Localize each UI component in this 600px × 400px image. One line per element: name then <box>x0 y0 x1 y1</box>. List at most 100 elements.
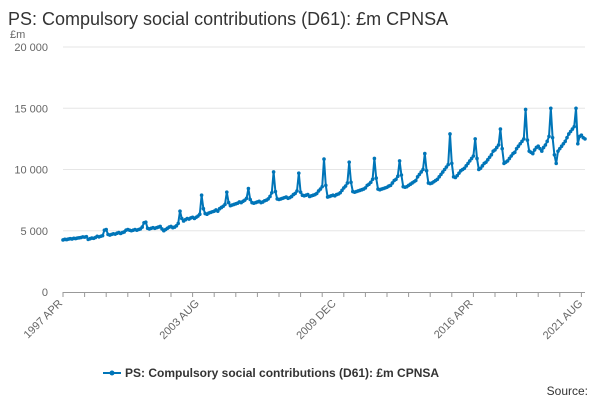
data-point[interactable] <box>540 149 544 153</box>
data-point[interactable] <box>246 186 251 191</box>
data-point[interactable] <box>522 137 526 141</box>
data-point[interactable] <box>396 174 400 179</box>
data-point[interactable] <box>414 178 418 183</box>
data-point[interactable] <box>523 107 528 112</box>
data-point[interactable] <box>144 220 148 224</box>
data-point[interactable] <box>450 161 454 166</box>
data-point[interactable] <box>457 171 461 175</box>
data-point[interactable] <box>320 184 325 189</box>
data-point[interactable] <box>513 150 517 155</box>
data-point[interactable] <box>248 197 252 202</box>
data-point[interactable] <box>423 151 427 156</box>
data-point[interactable] <box>372 156 377 161</box>
data-point[interactable] <box>374 176 379 180</box>
y-tick-label: 20 000 <box>14 42 48 54</box>
legend-label[interactable]: PS: Compulsory social contributions (D61… <box>125 366 439 380</box>
x-tick-label: 2003 AUG <box>158 298 202 342</box>
data-point[interactable] <box>369 180 373 185</box>
data-point[interactable] <box>268 194 272 199</box>
data-point[interactable] <box>471 154 476 158</box>
data-point[interactable] <box>399 173 404 177</box>
data-point[interactable] <box>466 161 470 166</box>
data-point[interactable] <box>322 157 326 161</box>
data-point[interactable] <box>343 184 348 188</box>
data-point[interactable] <box>536 144 540 149</box>
data-point[interactable] <box>298 190 303 194</box>
series-group <box>61 106 587 242</box>
x-tick-label: 1997 APR <box>22 298 66 342</box>
data-point[interactable] <box>198 212 202 217</box>
data-point[interactable] <box>394 177 398 182</box>
data-point[interactable] <box>225 190 229 194</box>
data-point[interactable] <box>345 181 350 185</box>
data-point[interactable] <box>462 166 467 171</box>
data-point[interactable] <box>518 141 522 146</box>
data-point[interactable] <box>525 138 530 142</box>
data-point[interactable] <box>574 106 578 111</box>
data-point[interactable] <box>549 106 553 111</box>
data-point[interactable] <box>478 166 483 171</box>
data-point[interactable] <box>475 156 479 161</box>
data-point[interactable] <box>554 161 558 166</box>
data-point[interactable] <box>552 153 557 157</box>
x-tick-label: 2016 APR <box>432 298 476 342</box>
data-point[interactable] <box>572 124 576 129</box>
data-point[interactable] <box>297 171 301 175</box>
data-point[interactable] <box>565 135 569 140</box>
data-point[interactable] <box>424 168 429 173</box>
data-point[interactable] <box>550 135 555 140</box>
data-point[interactable] <box>421 167 425 172</box>
x-axis-tick-labels: 1997 APR 2003 AUG 2009 DEC 2016 APR 2021 AUG <box>22 298 586 342</box>
chart-title: PS: Compulsory social contributions (D61… <box>8 9 448 29</box>
data-point[interactable] <box>349 180 353 185</box>
legend[interactable]: PS: Compulsory social contributions (D61… <box>103 366 439 380</box>
data-point[interactable] <box>273 189 278 194</box>
data-point[interactable] <box>498 127 503 131</box>
y-tick-label: 5 000 <box>20 226 48 238</box>
data-point[interactable] <box>84 234 89 239</box>
data-point[interactable] <box>176 221 180 226</box>
data-point[interactable] <box>104 227 108 232</box>
y-tick-label: 15 000 <box>14 103 48 115</box>
data-point[interactable] <box>583 137 587 141</box>
data-point[interactable] <box>496 143 501 147</box>
data-point[interactable] <box>388 183 393 188</box>
data-point[interactable] <box>563 139 567 144</box>
data-point[interactable] <box>561 141 566 146</box>
y-axis-tick-labels: 0 5 000 10 000 15 000 20 000 <box>14 42 48 299</box>
data-point[interactable] <box>545 139 549 144</box>
data-point[interactable] <box>201 206 206 211</box>
data-point[interactable] <box>543 143 548 147</box>
data-point[interactable] <box>531 151 535 156</box>
data-point[interactable] <box>489 153 494 157</box>
data-point[interactable] <box>568 129 573 134</box>
y-axis-unit-label: £m <box>10 29 25 41</box>
data-point[interactable] <box>500 146 505 151</box>
data-point[interactable] <box>223 202 227 207</box>
data-point[interactable] <box>547 134 551 139</box>
data-point[interactable] <box>473 137 478 141</box>
x-tick-label: 2009 DEC <box>294 298 338 342</box>
y-tick-label: 0 <box>42 287 48 299</box>
data-point[interactable] <box>295 189 299 193</box>
legend-marker <box>109 370 115 376</box>
x-tick-label: 2021 AUG <box>541 298 585 342</box>
data-point[interactable] <box>514 146 519 151</box>
data-point[interactable] <box>226 200 231 205</box>
data-point[interactable] <box>140 225 144 229</box>
data-point[interactable] <box>347 160 352 164</box>
data-point[interactable] <box>270 190 274 195</box>
data-point[interactable] <box>244 196 249 201</box>
data-point[interactable] <box>448 132 452 136</box>
data-point[interactable] <box>271 170 276 174</box>
source-label: Source: <box>547 384 588 398</box>
data-point[interactable] <box>370 177 375 182</box>
data-point[interactable] <box>397 159 402 163</box>
data-point[interactable] <box>178 209 182 213</box>
data-point[interactable] <box>446 162 451 167</box>
data-point[interactable] <box>558 146 562 151</box>
data-point[interactable] <box>324 183 328 188</box>
data-point[interactable] <box>199 193 204 198</box>
data-point[interactable] <box>100 233 105 238</box>
data-point[interactable] <box>576 141 580 146</box>
